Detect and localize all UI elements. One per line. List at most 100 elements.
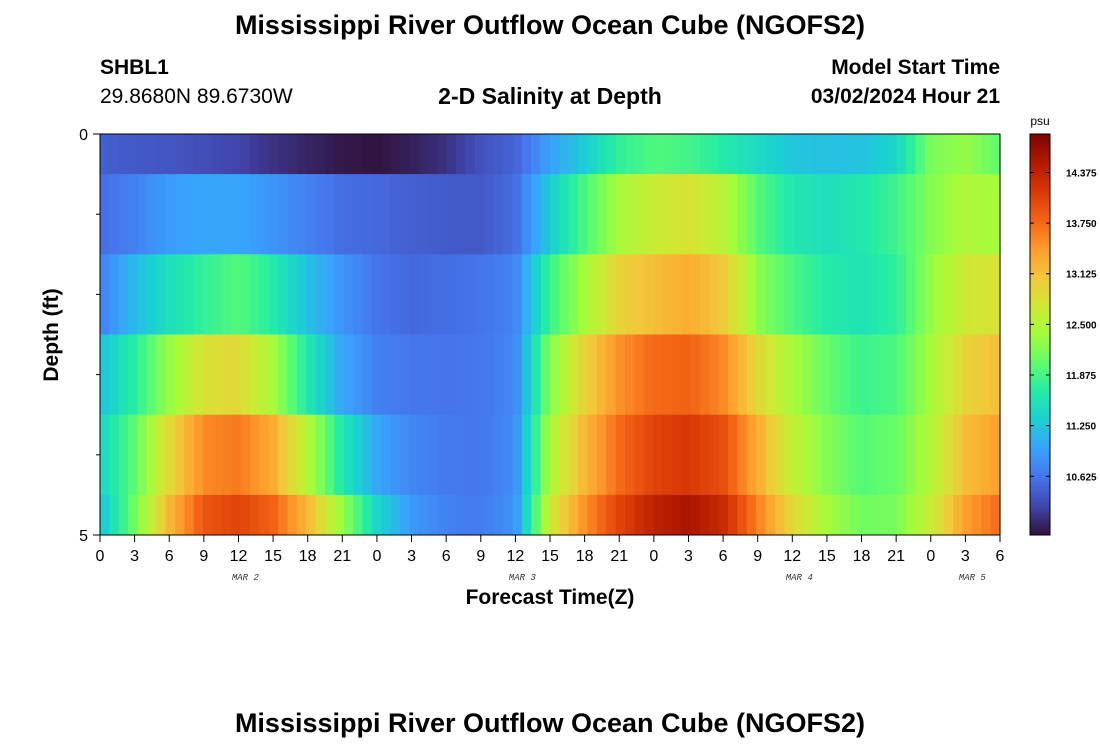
heatmap-cell [700, 414, 710, 496]
heatmap-cell [296, 334, 307, 416]
heatmap-cell [793, 254, 804, 335]
heatmap-cell [634, 174, 645, 255]
heatmap-cell [606, 134, 617, 175]
heatmap-cell [728, 334, 739, 416]
heatmap-cell [540, 414, 551, 496]
heatmap-cell [906, 134, 917, 175]
heatmap-cell [568, 494, 579, 536]
heatmap-cell [728, 174, 739, 255]
heatmap-cell [493, 414, 504, 496]
heatmap-cell [259, 254, 270, 335]
x-tick-label: 18 [576, 548, 594, 565]
heatmap-cell [662, 254, 673, 335]
heatmap-cell [212, 414, 223, 496]
heatmap-cell [521, 414, 532, 496]
heatmap-cell [165, 134, 176, 175]
heatmap-cell [400, 414, 410, 496]
colorbar-gradient [1029, 133, 1051, 536]
heatmap-cell [278, 414, 289, 496]
heatmap-cell [831, 254, 842, 335]
heatmap-cell [484, 334, 495, 416]
heatmap-cell [671, 174, 682, 255]
chart-title: Mississippi River Outflow Ocean Cube (NG… [234, 10, 866, 40]
heatmap-cell [615, 334, 626, 416]
heatmap-cell [156, 414, 167, 496]
heatmap-cell [418, 414, 429, 496]
heatmap-cell [437, 494, 448, 536]
heatmap-cell [390, 254, 401, 335]
heatmap-cell [521, 254, 532, 335]
heatmap-cell [803, 174, 814, 255]
heatmap-cell [681, 494, 692, 536]
heatmap-cell [512, 494, 523, 536]
heatmap-cell [803, 414, 814, 496]
heatmap-cell [906, 334, 917, 416]
heatmap-cell [334, 174, 345, 255]
heatmap-cell [381, 414, 392, 496]
x-tick-label: 18 [853, 548, 871, 565]
heatmap-cell [596, 254, 607, 335]
heatmap-cell [765, 414, 776, 496]
heatmap-cell [634, 334, 645, 416]
heatmap-cell [878, 414, 889, 496]
heatmap-cell [981, 414, 992, 496]
x-tick-label: 21 [610, 548, 628, 565]
heatmap-cell [400, 254, 410, 335]
heatmap-cell [765, 174, 776, 255]
heatmap-cell [268, 134, 279, 175]
heatmap-cell [878, 334, 889, 416]
heatmap-cell [625, 174, 635, 255]
heatmap-cell [100, 334, 110, 416]
heatmap-cell [278, 174, 289, 255]
heatmap-cell [568, 134, 579, 175]
heatmap-cell [925, 174, 935, 255]
heatmap-cell [550, 334, 560, 416]
heatmap-cell [128, 494, 139, 536]
heatmap-cell [821, 254, 832, 335]
heatmap-cell [681, 334, 692, 416]
heatmap-cell [718, 174, 729, 255]
heatmap-cell [231, 494, 242, 536]
heatmap-cell [540, 334, 551, 416]
heatmap-cell [803, 134, 814, 175]
heatmap-cell [700, 174, 710, 255]
heatmap-cell [793, 174, 804, 255]
heatmap-cell [475, 334, 485, 416]
heatmap-cell [559, 494, 570, 536]
heatmap-cell [531, 134, 542, 175]
heatmap-cell [756, 174, 767, 255]
heatmap-cell [343, 174, 354, 255]
heatmap-cell [887, 494, 898, 536]
heatmap-cell [690, 134, 701, 175]
heatmap-cell [746, 334, 757, 416]
heatmap-cell [878, 134, 889, 175]
heatmap-cell [587, 334, 598, 416]
heatmap-cell [465, 334, 476, 416]
heatmap-cell [184, 254, 195, 335]
heatmap-cell [259, 414, 270, 496]
heatmap-cell [756, 334, 767, 416]
heatmap-cell [475, 414, 485, 496]
heatmap-cell [493, 134, 504, 175]
heatmap-cell [934, 254, 945, 335]
heatmap-cell [934, 414, 945, 496]
heatmap-cell [203, 174, 214, 255]
heatmap-cell [146, 174, 157, 255]
heatmap-cell [465, 134, 476, 175]
heatmap-cell [137, 414, 148, 496]
heatmap-cell [587, 134, 598, 175]
heatmap-cell [606, 254, 617, 335]
heatmap-cell [803, 334, 814, 416]
heatmap-cell [343, 334, 354, 416]
heatmap-cell [371, 494, 382, 536]
heatmap-cell [775, 254, 785, 335]
heatmap-cell [868, 174, 879, 255]
x-tick-label: 3 [961, 548, 970, 565]
heatmap-cell [240, 494, 251, 536]
x-axis: 0 3 6 9 12 15 18 21 0 3 6 9 12 15 18 21 0 3 6 9 12 15 18 21 0 3 6M… [96, 535, 1005, 583]
heatmap-cell [568, 334, 579, 416]
heatmap-cell [906, 254, 917, 335]
x-tick-label: 15 [541, 548, 559, 565]
heatmap-cell [850, 334, 860, 416]
heatmap-cell [100, 494, 110, 536]
